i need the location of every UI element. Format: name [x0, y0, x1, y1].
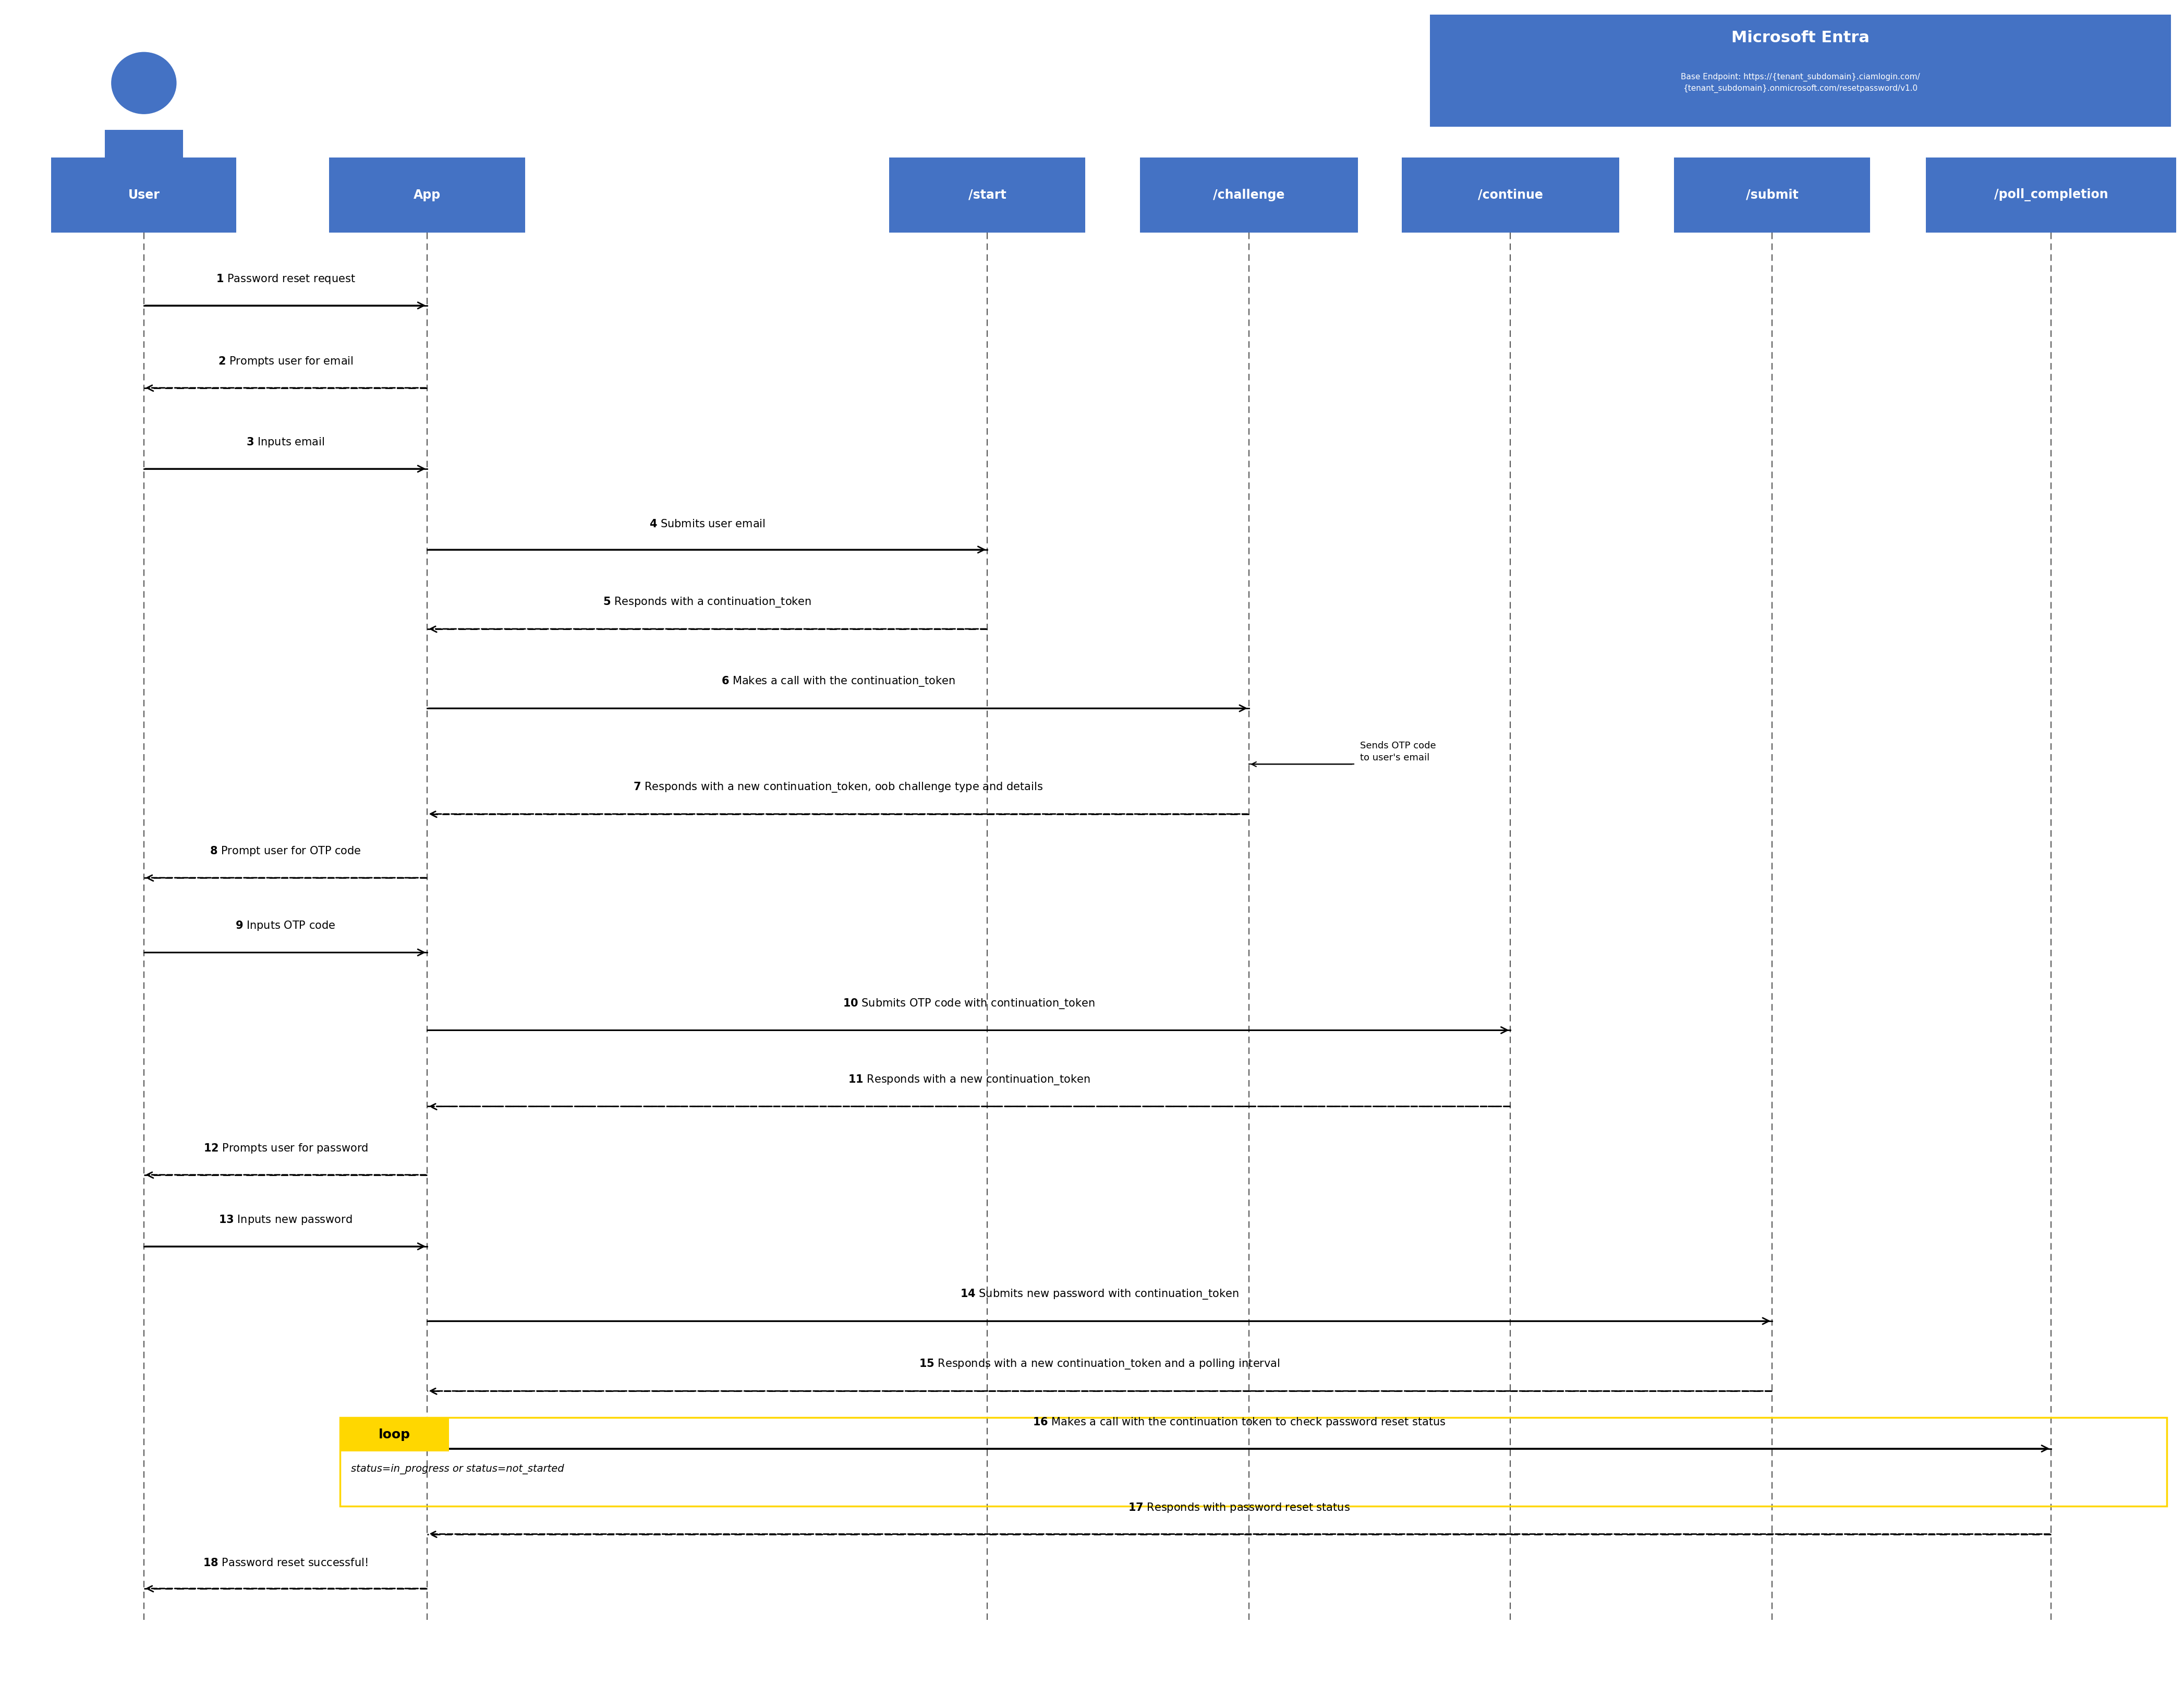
Bar: [1926, 158, 2177, 232]
Text: $\mathbf{11}$ Responds with a new continuation_token: $\mathbf{11}$ Responds with a new contin…: [847, 1073, 1090, 1086]
Bar: [341, 1418, 2167, 1505]
Bar: [1140, 158, 1358, 232]
Text: status=in_progress or status=not_started: status=in_progress or status=not_started: [352, 1463, 563, 1475]
Text: $\mathbf{18}$ Password reset successful!: $\mathbf{18}$ Password reset successful!: [203, 1558, 369, 1568]
Text: $\mathbf{8}$ Prompt user for OTP code: $\mathbf{8}$ Prompt user for OTP code: [210, 845, 360, 857]
Bar: [889, 158, 1085, 232]
Text: $\mathbf{4}$ Submits user email: $\mathbf{4}$ Submits user email: [649, 519, 764, 529]
Ellipse shape: [111, 52, 177, 115]
Text: $\mathbf{15}$ Responds with a new continuation_token and a polling interval: $\mathbf{15}$ Responds with a new contin…: [919, 1357, 1280, 1371]
Bar: [1673, 158, 1870, 232]
Text: $\mathbf{2}$ Prompts user for email: $\mathbf{2}$ Prompts user for email: [218, 355, 354, 367]
Text: $\mathbf{17}$ Responds with password reset status: $\mathbf{17}$ Responds with password res…: [1127, 1502, 1350, 1514]
Text: $\mathbf{16}$ Makes a call with the continuation token to check password reset s: $\mathbf{16}$ Makes a call with the cont…: [1033, 1416, 1446, 1428]
Text: /challenge: /challenge: [1212, 189, 1284, 202]
Text: loop: loop: [378, 1428, 411, 1442]
Text: $\mathbf{12}$ Prompts user for password: $\mathbf{12}$ Prompts user for password: [203, 1142, 367, 1155]
Text: Sends OTP code
to user's email: Sends OTP code to user's email: [1361, 741, 1437, 763]
Text: /start: /start: [968, 189, 1007, 202]
Text: Base Endpoint: https://{tenant_subdomain}.ciamlogin.com/
{tenant_subdomain}.onmi: Base Endpoint: https://{tenant_subdomain…: [1682, 72, 1920, 93]
Text: $\mathbf{9}$ Inputs OTP code: $\mathbf{9}$ Inputs OTP code: [236, 919, 336, 933]
Text: $\mathbf{7}$ Responds with a new continuation_token, oob challenge type and deta: $\mathbf{7}$ Responds with a new continu…: [633, 781, 1044, 793]
Polygon shape: [79, 130, 210, 158]
Text: App: App: [413, 189, 441, 202]
Bar: [330, 158, 526, 232]
Bar: [50, 158, 236, 232]
Text: /submit: /submit: [1745, 189, 1797, 202]
Text: $\mathbf{10}$ Submits OTP code with continuation_token: $\mathbf{10}$ Submits OTP code with cont…: [843, 997, 1094, 1010]
Text: $\mathbf{13}$ Inputs new password: $\mathbf{13}$ Inputs new password: [218, 1214, 352, 1226]
Text: $\mathbf{1}$ Password reset request: $\mathbf{1}$ Password reset request: [216, 273, 356, 285]
Text: /continue: /continue: [1479, 189, 1544, 202]
Bar: [1431, 15, 2171, 126]
Text: $\mathbf{14}$ Submits new password with continuation_token: $\mathbf{14}$ Submits new password with …: [961, 1288, 1238, 1300]
Text: $\mathbf{5}$ Responds with a continuation_token: $\mathbf{5}$ Responds with a continuatio…: [603, 596, 812, 608]
Text: Microsoft Entra: Microsoft Entra: [1732, 30, 1870, 45]
Bar: [341, 1418, 450, 1452]
Text: $\mathbf{3}$ Inputs email: $\mathbf{3}$ Inputs email: [247, 436, 325, 448]
Bar: [1402, 158, 1621, 232]
Text: User: User: [129, 189, 159, 202]
Text: $\mathbf{6}$ Makes a call with the continuation_token: $\mathbf{6}$ Makes a call with the conti…: [721, 675, 954, 689]
Text: /poll_completion: /poll_completion: [1994, 189, 2108, 202]
